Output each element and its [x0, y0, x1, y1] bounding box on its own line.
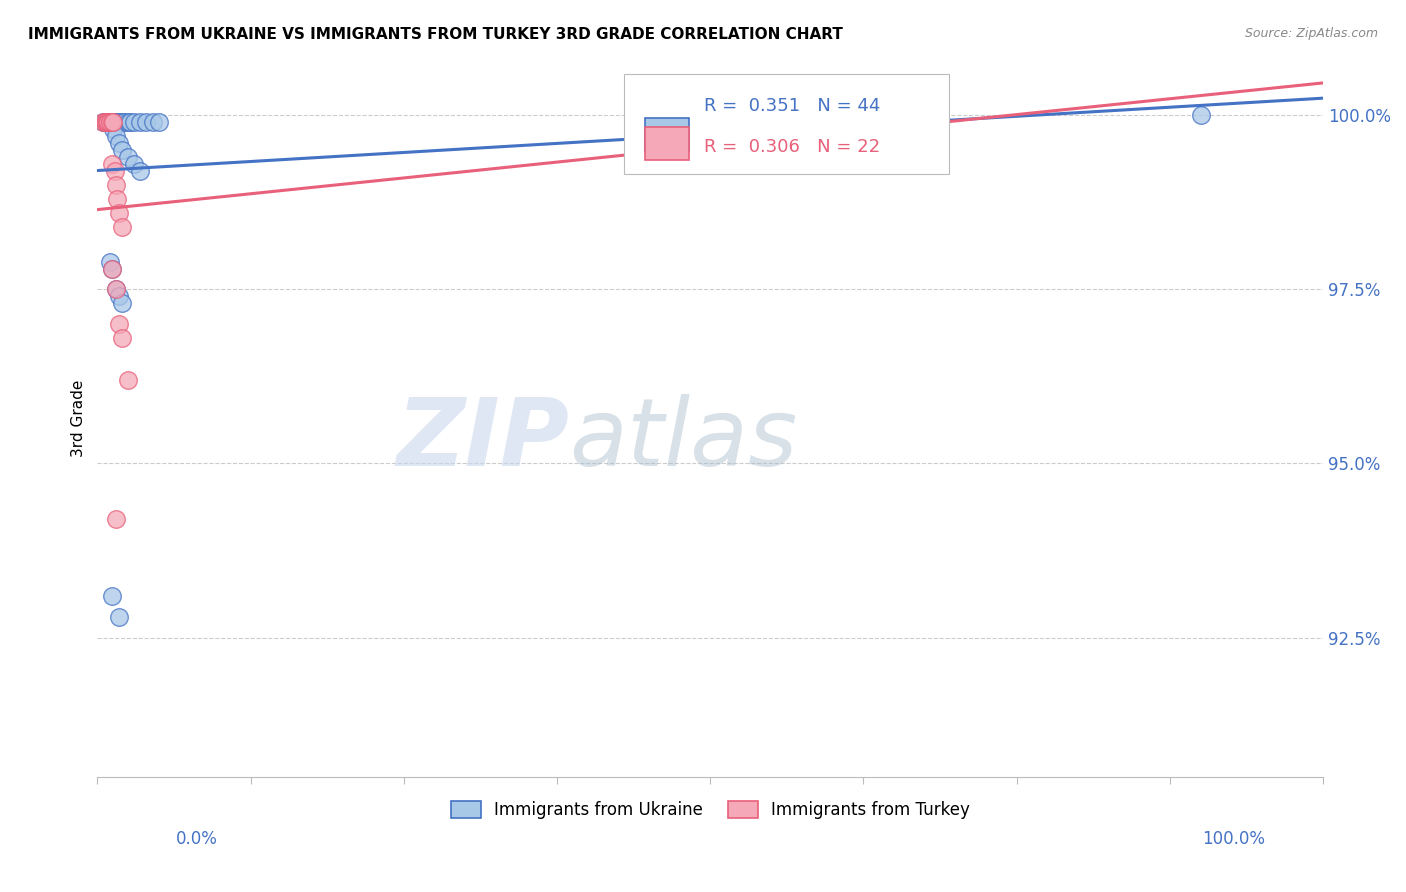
Point	[111, 296, 134, 310]
Point	[101, 261, 124, 276]
Point	[101, 115, 124, 129]
Point	[117, 373, 139, 387]
Point	[96, 115, 118, 129]
Text: IMMIGRANTS FROM UKRAINE VS IMMIGRANTS FROM TURKEY 3RD GRADE CORRELATION CHART: IMMIGRANTS FROM UKRAINE VS IMMIGRANTS FR…	[28, 27, 844, 42]
Point	[111, 219, 134, 234]
Point	[148, 115, 170, 129]
Point	[120, 115, 142, 129]
Point	[104, 282, 127, 296]
Point	[100, 115, 122, 129]
Text: 100.0%: 100.0%	[1202, 830, 1265, 847]
Point	[122, 115, 145, 129]
Point	[97, 115, 120, 129]
Point	[94, 115, 117, 129]
Point	[107, 115, 129, 129]
Point	[101, 115, 124, 129]
Point	[108, 317, 131, 331]
Point	[97, 115, 120, 129]
Point	[112, 115, 135, 129]
Point	[94, 115, 117, 129]
Point	[98, 115, 121, 129]
Point	[103, 115, 125, 129]
Point	[101, 157, 124, 171]
Point	[117, 115, 139, 129]
Point	[94, 115, 117, 129]
Point	[108, 289, 131, 303]
Point	[104, 178, 127, 192]
Point	[111, 143, 134, 157]
Y-axis label: 3rd Grade: 3rd Grade	[72, 379, 86, 457]
Point	[93, 115, 115, 129]
Point	[103, 115, 125, 129]
Point	[105, 192, 128, 206]
Point	[93, 115, 115, 129]
Point	[101, 261, 124, 276]
Point	[108, 609, 131, 624]
FancyBboxPatch shape	[645, 119, 689, 152]
Point	[104, 282, 127, 296]
Point	[883, 108, 905, 122]
Point	[103, 115, 125, 129]
Point	[1189, 108, 1212, 122]
Point	[93, 115, 115, 129]
Text: atlas: atlas	[569, 394, 797, 485]
Point	[103, 115, 125, 129]
Point	[104, 129, 127, 144]
Point	[96, 115, 118, 129]
Point	[98, 115, 121, 129]
FancyBboxPatch shape	[645, 127, 689, 160]
Point	[108, 206, 131, 220]
Point	[105, 115, 128, 129]
Point	[103, 164, 125, 178]
Point	[141, 115, 163, 129]
Point	[93, 115, 115, 129]
Point	[135, 115, 157, 129]
Point	[122, 157, 145, 171]
Point	[103, 122, 125, 136]
Point	[117, 150, 139, 164]
Point	[96, 115, 118, 129]
Point	[111, 115, 134, 129]
Legend: Immigrants from Ukraine, Immigrants from Turkey: Immigrants from Ukraine, Immigrants from…	[444, 795, 977, 826]
Point	[104, 512, 127, 526]
Point	[111, 331, 134, 345]
Point	[98, 115, 121, 129]
Point	[129, 115, 152, 129]
Point	[101, 589, 124, 603]
Point	[108, 115, 131, 129]
Point	[104, 115, 127, 129]
Text: R =  0.306   N = 22: R = 0.306 N = 22	[704, 138, 880, 156]
Text: Source: ZipAtlas.com: Source: ZipAtlas.com	[1244, 27, 1378, 40]
FancyBboxPatch shape	[624, 74, 949, 174]
Text: 0.0%: 0.0%	[176, 830, 218, 847]
Point	[883, 108, 905, 122]
Point	[98, 254, 121, 268]
Point	[129, 164, 152, 178]
Point	[98, 115, 121, 129]
Point	[101, 115, 124, 129]
Text: ZIP: ZIP	[396, 393, 569, 486]
Point	[108, 136, 131, 150]
Text: R =  0.351   N = 44: R = 0.351 N = 44	[704, 96, 880, 114]
